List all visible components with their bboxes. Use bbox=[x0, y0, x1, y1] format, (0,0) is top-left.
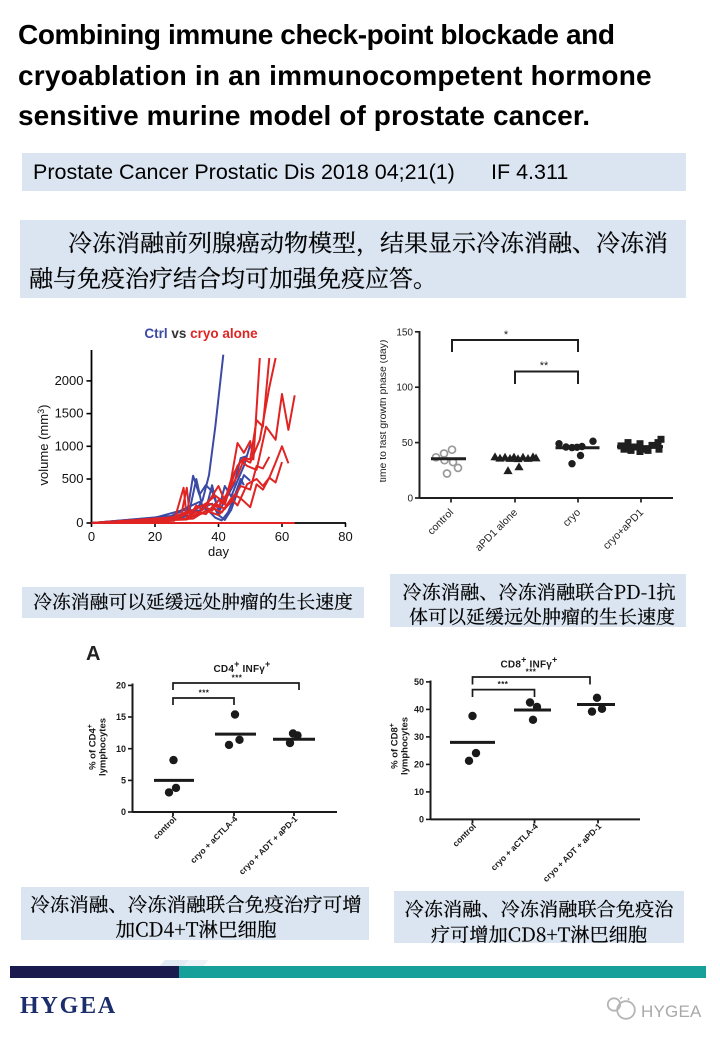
svg-text:volume (mm3): volume (mm3) bbox=[36, 405, 51, 486]
svg-text:0: 0 bbox=[121, 807, 126, 817]
svg-text:control: control bbox=[151, 814, 178, 841]
svg-text:60: 60 bbox=[275, 529, 289, 544]
svg-text:2000: 2000 bbox=[55, 373, 84, 388]
svg-text:HYGEA: HYGEA bbox=[641, 1002, 702, 1021]
svg-text:100: 100 bbox=[396, 383, 413, 394]
svg-text:40: 40 bbox=[414, 705, 424, 715]
svg-text:***: *** bbox=[232, 674, 243, 683]
svg-text:1000: 1000 bbox=[55, 438, 84, 453]
svg-text:% of CD4+: % of CD4+ bbox=[87, 724, 99, 770]
svg-text:cryo+aPD1: cryo+aPD1 bbox=[601, 507, 647, 553]
svg-text:40: 40 bbox=[211, 529, 225, 544]
svg-text:80: 80 bbox=[338, 529, 352, 544]
svg-text:cryo + aCTLA-4: cryo + aCTLA-4 bbox=[188, 814, 240, 866]
svg-text:5: 5 bbox=[121, 776, 126, 786]
svg-text:150: 150 bbox=[396, 327, 413, 338]
svg-text:cryo: cryo bbox=[561, 507, 584, 530]
svg-text:20: 20 bbox=[116, 681, 126, 691]
svg-text:cryo + aCTLA-4: cryo + aCTLA-4 bbox=[489, 821, 541, 873]
svg-text:***: *** bbox=[498, 680, 509, 689]
svg-text:30: 30 bbox=[414, 732, 424, 742]
svg-text:15: 15 bbox=[116, 712, 126, 722]
svg-text:50: 50 bbox=[414, 677, 424, 687]
svg-text:aPD1 alone: aPD1 alone bbox=[473, 507, 520, 554]
svg-text:% of CD8+: % of CD8+ bbox=[389, 723, 401, 769]
svg-text:10: 10 bbox=[414, 787, 424, 797]
svg-text:20: 20 bbox=[414, 760, 424, 770]
svg-text:***: *** bbox=[526, 668, 537, 677]
svg-text:20: 20 bbox=[148, 529, 162, 544]
svg-text:time to fast growth phase (day: time to fast growth phase (day) bbox=[380, 340, 389, 483]
svg-text:A: A bbox=[86, 643, 100, 665]
svg-text:control: control bbox=[425, 507, 456, 538]
svg-text:cryo + ADT + aPD-1: cryo + ADT + aPD-1 bbox=[541, 821, 604, 884]
svg-text:**: ** bbox=[540, 360, 549, 372]
svg-text:cryo + ADT + aPD-1: cryo + ADT + aPD-1 bbox=[237, 814, 300, 877]
svg-text:10: 10 bbox=[116, 744, 126, 754]
svg-text:lymphocytes: lymphocytes bbox=[400, 717, 411, 775]
svg-text:0: 0 bbox=[419, 815, 424, 825]
svg-text:control: control bbox=[450, 821, 477, 848]
svg-text:1500: 1500 bbox=[55, 406, 84, 421]
svg-text:lymphocytes: lymphocytes bbox=[98, 718, 109, 776]
svg-text:day: day bbox=[208, 544, 229, 559]
svg-text:*: * bbox=[504, 329, 509, 341]
svg-text:0: 0 bbox=[88, 529, 95, 544]
svg-text:Ctrl vs cryo alone: Ctrl vs cryo alone bbox=[144, 326, 258, 341]
svg-text:50: 50 bbox=[402, 438, 414, 449]
svg-text:500: 500 bbox=[62, 471, 84, 486]
svg-text:0: 0 bbox=[407, 494, 413, 505]
svg-text:0: 0 bbox=[76, 515, 83, 530]
svg-text:***: *** bbox=[199, 689, 210, 698]
